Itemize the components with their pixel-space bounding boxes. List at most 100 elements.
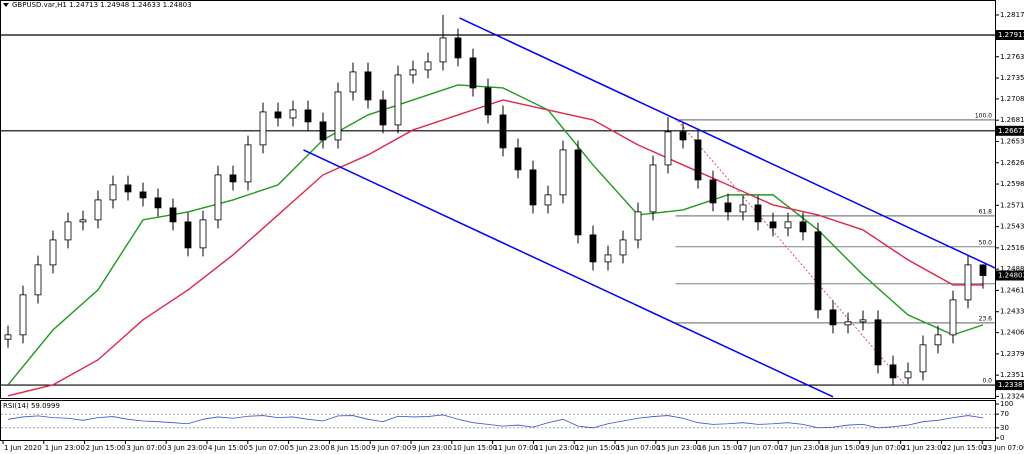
fib-anchor-line xyxy=(675,117,906,386)
moving-average xyxy=(7,99,983,397)
y-tick-label: 1.25710 xyxy=(1000,201,1024,209)
candle-body xyxy=(154,197,162,209)
x-tick-label: 23 Jun 07:00 xyxy=(983,444,1024,452)
candle-body xyxy=(739,204,747,213)
candle-body xyxy=(4,334,12,340)
menu-arrow[interactable] xyxy=(3,3,9,7)
x-tick-label: 11 Jun 23:00 xyxy=(534,444,578,452)
candle-body xyxy=(379,99,387,126)
candle-body xyxy=(694,139,702,181)
candle-body xyxy=(814,231,822,311)
candle-body xyxy=(679,131,687,141)
x-tick-label: 5 Jun 23:00 xyxy=(290,444,330,452)
candle-body xyxy=(784,221,792,229)
candle-body xyxy=(589,234,597,263)
x-tick-label: 15 Jun 07:00 xyxy=(616,444,660,452)
fib-label: 61.8 xyxy=(979,208,993,215)
candle-body xyxy=(949,299,957,336)
x-tick-label: 17 Jun 07:00 xyxy=(738,444,782,452)
chart-title: GBPUSD.var,H1 1.24713 1.24948 1.24633 1.… xyxy=(12,1,192,9)
candle-body xyxy=(664,131,672,166)
y-tick-label: 1.27355 xyxy=(1000,74,1024,82)
candle-body xyxy=(829,309,837,326)
trendline xyxy=(459,17,996,269)
y-tick-label: 1.28170 xyxy=(1000,11,1024,19)
y-tick-label: 1.24610 xyxy=(1000,286,1024,294)
y-tick-label: 1.23240 xyxy=(1000,392,1024,400)
candle-body xyxy=(259,111,267,146)
candle-body xyxy=(199,219,207,249)
candle-body xyxy=(499,114,507,149)
x-tick-label: 17 Jun 23:00 xyxy=(779,444,823,452)
y-tick-label: 1.26535 xyxy=(1000,137,1024,145)
candle-body xyxy=(919,344,927,373)
y-tick-label: 1.23515 xyxy=(1000,371,1024,379)
fib-label: 0.0 xyxy=(982,377,992,384)
candle-body xyxy=(214,174,222,221)
rsi-tick-label: 0 xyxy=(1000,434,1004,442)
x-tick-label: 4 Jun 15:00 xyxy=(208,444,248,452)
rsi-title: RSI(14) 59.0999 xyxy=(3,402,60,410)
x-tick-label: 2 Jun 15:00 xyxy=(86,444,126,452)
fib-label: 23.6 xyxy=(979,315,993,322)
y-tick-label: 1.25435 xyxy=(1000,223,1024,231)
candle-body xyxy=(454,37,462,59)
x-tick-label: 1 Jun 23:00 xyxy=(45,444,85,452)
candle-body xyxy=(289,109,297,119)
candle-body xyxy=(49,239,57,266)
x-tick-label: 3 Jun 07:00 xyxy=(126,444,166,452)
candle-body xyxy=(34,264,42,296)
candle-body xyxy=(139,191,147,199)
candle-body xyxy=(634,211,642,241)
candle-body xyxy=(79,219,87,223)
candle-body xyxy=(409,69,417,76)
candle-body xyxy=(529,169,537,206)
x-tick-label: 9 Jun 23:00 xyxy=(412,444,452,452)
candle-body xyxy=(244,144,252,183)
y-tick-label: 1.23790 xyxy=(1000,350,1024,358)
x-tick-label: 12 Jun 15:00 xyxy=(575,444,619,452)
rsi-tick-label: 30 xyxy=(1000,424,1009,432)
candle-body xyxy=(274,111,282,119)
candle-body xyxy=(769,221,777,229)
price-label: 1.26673 xyxy=(998,127,1024,135)
candle-body xyxy=(439,37,447,63)
candle-body xyxy=(574,149,582,236)
candle-body xyxy=(844,321,852,326)
y-tick-label: 1.24885 xyxy=(1000,265,1024,273)
candle-body xyxy=(544,194,552,206)
candle-body xyxy=(109,184,117,201)
y-tick-label: 1.25160 xyxy=(1000,244,1024,252)
candle-body xyxy=(304,109,312,123)
rsi-tick-label: 70 xyxy=(1000,410,1009,418)
candle-body xyxy=(424,61,432,71)
rsi-tick-label: 100 xyxy=(1000,400,1013,408)
candle-body xyxy=(64,221,72,241)
candle-body xyxy=(649,164,657,213)
price-label-box xyxy=(996,380,1024,391)
x-tick-label: 21 Jun 23:00 xyxy=(902,444,946,452)
x-tick-label: 3 Jun 23:00 xyxy=(167,444,207,452)
y-tick-label: 1.27630 xyxy=(1000,53,1024,61)
x-tick-label: 16 Jun 15:00 xyxy=(698,444,742,452)
y-tick-label: 1.24335 xyxy=(1000,308,1024,316)
candle-body xyxy=(709,179,717,204)
candle-body xyxy=(469,57,477,89)
x-tick-label: 18 Jun 15:00 xyxy=(820,444,864,452)
candle-body xyxy=(859,319,867,323)
candle-body xyxy=(874,319,882,366)
x-tick-label: 11 Jun 07:00 xyxy=(494,444,538,452)
candle-body xyxy=(19,294,27,336)
y-tick-label: 1.25985 xyxy=(1000,180,1024,188)
candle-body xyxy=(724,202,732,213)
y-tick-label: 1.24065 xyxy=(1000,329,1024,337)
y-tick-label: 1.26810 xyxy=(1000,116,1024,124)
x-tick-label: 22 Jun 15:00 xyxy=(942,444,986,452)
x-tick-label: 10 Jun 15:00 xyxy=(453,444,497,452)
candle-body xyxy=(559,149,567,196)
candle-body xyxy=(184,221,192,249)
candle-body xyxy=(364,71,372,101)
rsi-frame xyxy=(0,400,996,441)
